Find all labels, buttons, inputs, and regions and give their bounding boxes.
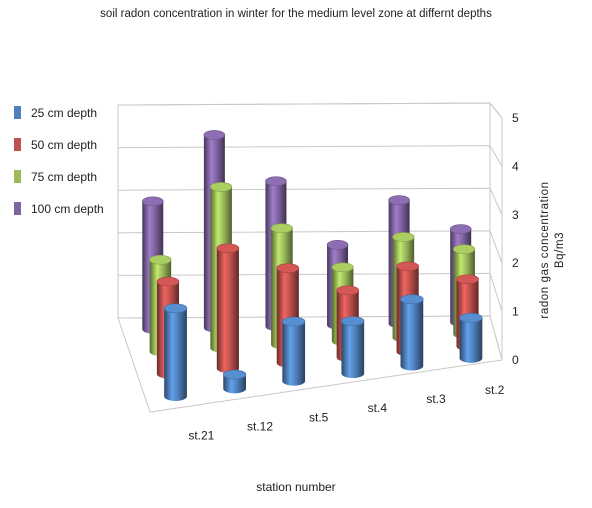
bar-top xyxy=(282,316,306,327)
bar-top xyxy=(459,312,483,323)
bar-st12-50cm xyxy=(216,243,240,373)
x-category-label: st.5 xyxy=(309,410,329,424)
bar-top xyxy=(341,316,365,326)
y-tick-label: 4 xyxy=(512,159,519,173)
legend-swatch-25cm xyxy=(14,106,21,119)
bar-top xyxy=(449,224,472,234)
y-tick-label: 5 xyxy=(512,111,519,125)
y-axis-ticks: 0 1 2 3 4 5 xyxy=(512,111,519,367)
chart-title: soil radon concentration in winter for t… xyxy=(100,8,492,20)
bar-top xyxy=(392,232,415,242)
x-category-label: st.3 xyxy=(426,392,446,406)
gridline xyxy=(117,145,503,167)
bar-top xyxy=(216,243,240,254)
x-category-label: st.4 xyxy=(368,401,388,415)
legend-swatch-100cm xyxy=(14,202,21,215)
bar-top xyxy=(456,274,479,285)
bar-top xyxy=(388,195,410,205)
legend-label-100cm: 100 cm depth xyxy=(31,202,104,216)
bar-top xyxy=(400,294,424,304)
gridline xyxy=(117,230,503,264)
bar-body xyxy=(400,299,424,371)
bar-top xyxy=(203,130,226,140)
x-category-label: st.21 xyxy=(188,429,214,443)
gridline xyxy=(117,187,503,216)
legend-label-25cm: 25 cm depth xyxy=(31,106,98,120)
bar-st4-25cm xyxy=(341,316,365,379)
legend-label-50cm: 50 cm depth xyxy=(31,138,98,152)
x-axis-categories: st.21 st.12 st.5 st.4 st.3 st.2 xyxy=(188,383,504,443)
bar-top xyxy=(396,261,419,272)
bar-top xyxy=(331,262,354,273)
bar-st12-25cm xyxy=(222,369,247,394)
bar-top xyxy=(326,239,349,250)
legend-swatch-50cm xyxy=(14,138,21,151)
bar-st2-25cm xyxy=(459,312,483,363)
bar-st5-25cm xyxy=(282,316,306,386)
y-axis-label: radon gas concentration Bq/m3 xyxy=(539,181,566,319)
bar-st21-25cm xyxy=(163,303,188,401)
bar-body xyxy=(223,374,246,394)
y-tick-label: 1 xyxy=(512,305,519,319)
bar-top xyxy=(163,303,188,314)
x-category-label: st.2 xyxy=(485,383,505,397)
y-tick-label: 0 xyxy=(512,353,519,367)
bar-body xyxy=(341,321,365,379)
bar-body xyxy=(216,248,239,373)
bar-top xyxy=(156,276,180,287)
gridline xyxy=(117,102,503,119)
x-category-label: st.12 xyxy=(247,420,273,434)
legend-label-75cm: 75 cm depth xyxy=(31,170,98,184)
x-axis-label: station number xyxy=(256,480,336,494)
legend-swatch-75cm xyxy=(14,170,21,183)
bar-top xyxy=(276,263,300,273)
bar-top xyxy=(222,369,247,380)
bar-top xyxy=(141,196,164,207)
bar-top xyxy=(265,176,287,186)
bar-top xyxy=(149,254,172,265)
bar-top xyxy=(336,285,360,296)
bar-top xyxy=(210,182,233,192)
bar-body xyxy=(459,317,483,363)
bar-top xyxy=(453,244,476,254)
y-tick-label: 2 xyxy=(512,256,519,270)
bar-st3-25cm xyxy=(400,294,424,371)
bar-top xyxy=(270,223,293,234)
gridline xyxy=(117,272,503,312)
bar-body xyxy=(164,308,187,401)
chart-bars xyxy=(141,130,483,401)
bar-body xyxy=(282,321,306,386)
y-tick-label: 3 xyxy=(512,208,519,222)
